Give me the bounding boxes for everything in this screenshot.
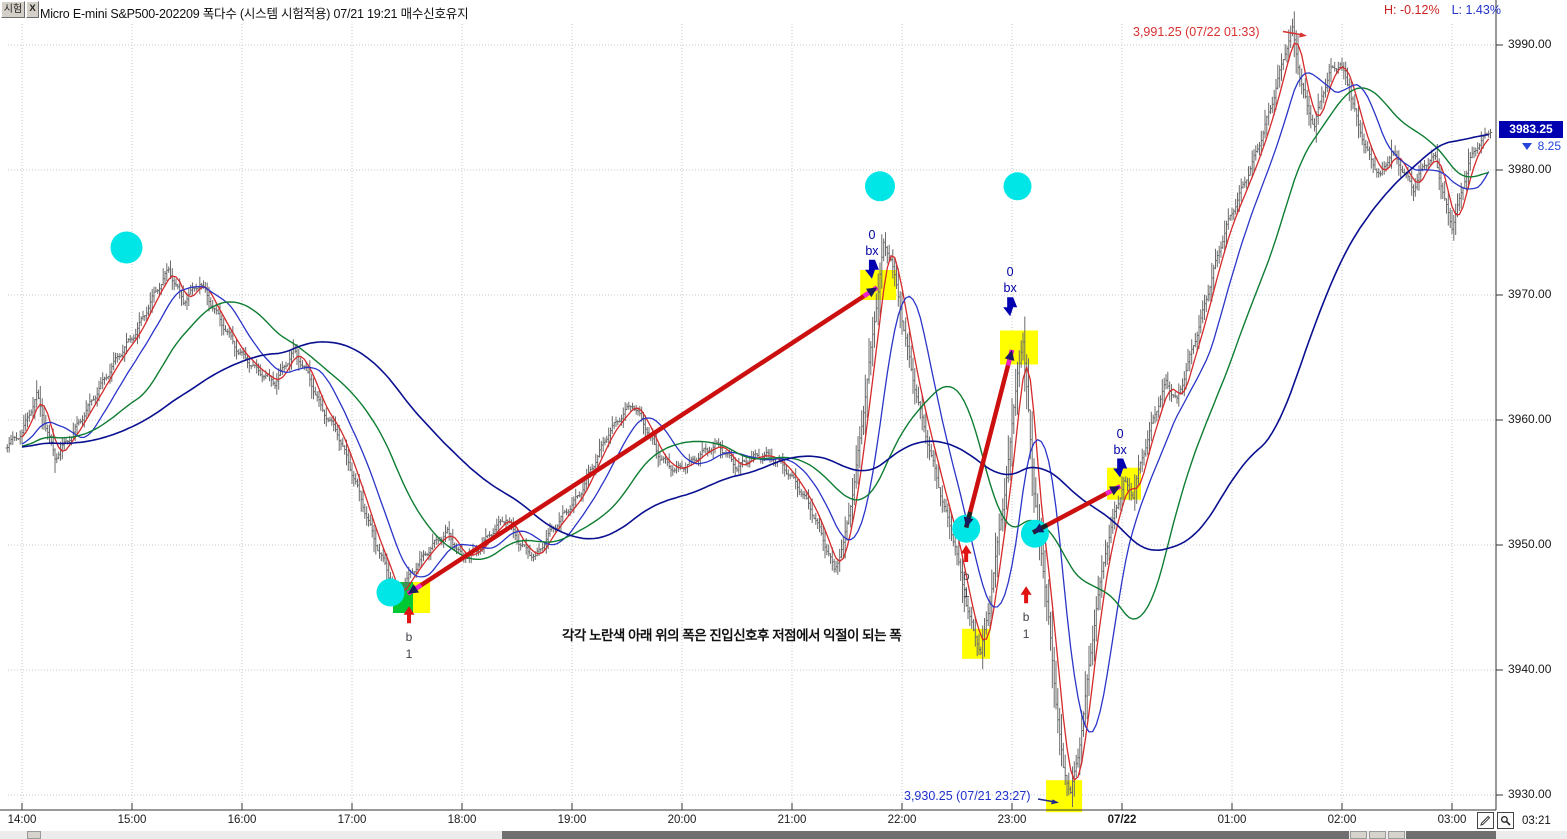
signal-arrows (403, 259, 1128, 624)
moving-average-lines (21, 42, 1490, 781)
scrollbar-button-3[interactable] (1388, 831, 1405, 839)
axes (0, 0, 1503, 811)
last-time-label: 03:21 (1522, 815, 1551, 827)
low-percent: L: 1.43% (1451, 3, 1501, 17)
scrollbar-button-1[interactable] (1350, 831, 1367, 839)
price-change: 8.25 (1499, 139, 1561, 153)
scrollbar-thumb[interactable] (502, 831, 1349, 839)
pencil-icon (1480, 815, 1491, 826)
ma-slow (21, 87, 1489, 620)
draw-tool-button[interactable] (1477, 812, 1494, 829)
chart-tab[interactable]: 시험 (1, 1, 25, 18)
high-low-stats: H: -0.12% L: 1.43% (1384, 3, 1501, 17)
high-percent: H: -0.12% (1384, 3, 1440, 17)
close-icon[interactable]: X (26, 1, 39, 18)
scrollbar-left-button[interactable] (27, 831, 41, 839)
callout-arrows (1037, 30, 1307, 805)
scrollbar-button-2[interactable] (1369, 831, 1386, 839)
ma-slowest (21, 133, 1489, 552)
change-value: 8.25 (1537, 139, 1561, 153)
scrollbar-thumb-2[interactable] (1406, 831, 1496, 839)
strategy-note: 각각 노란색 아래 위의 폭은 진입신호후 저점에서 익절이 되는 폭 (562, 628, 902, 643)
ohlc-bars (5, 11, 1493, 808)
chart-title: Micro E-mini S&P500-202209 폭다수 (시스템 시험적용… (40, 7, 469, 21)
low-price-callout: 3,930.25 (07/21 23:27) (904, 789, 1031, 803)
signal-circles (110, 171, 1049, 607)
magnifier-icon (1500, 815, 1511, 826)
gridlines (8, 24, 1494, 809)
down-triangle-icon (1521, 142, 1532, 150)
zoom-tool-button[interactable] (1497, 812, 1514, 829)
trend-arrows (406, 285, 1122, 596)
current-price-badge: 3983.25 (1499, 121, 1563, 138)
ma-medium (21, 72, 1490, 733)
high-price-callout: 3,991.25 (07/22 01:33) (1133, 25, 1260, 39)
